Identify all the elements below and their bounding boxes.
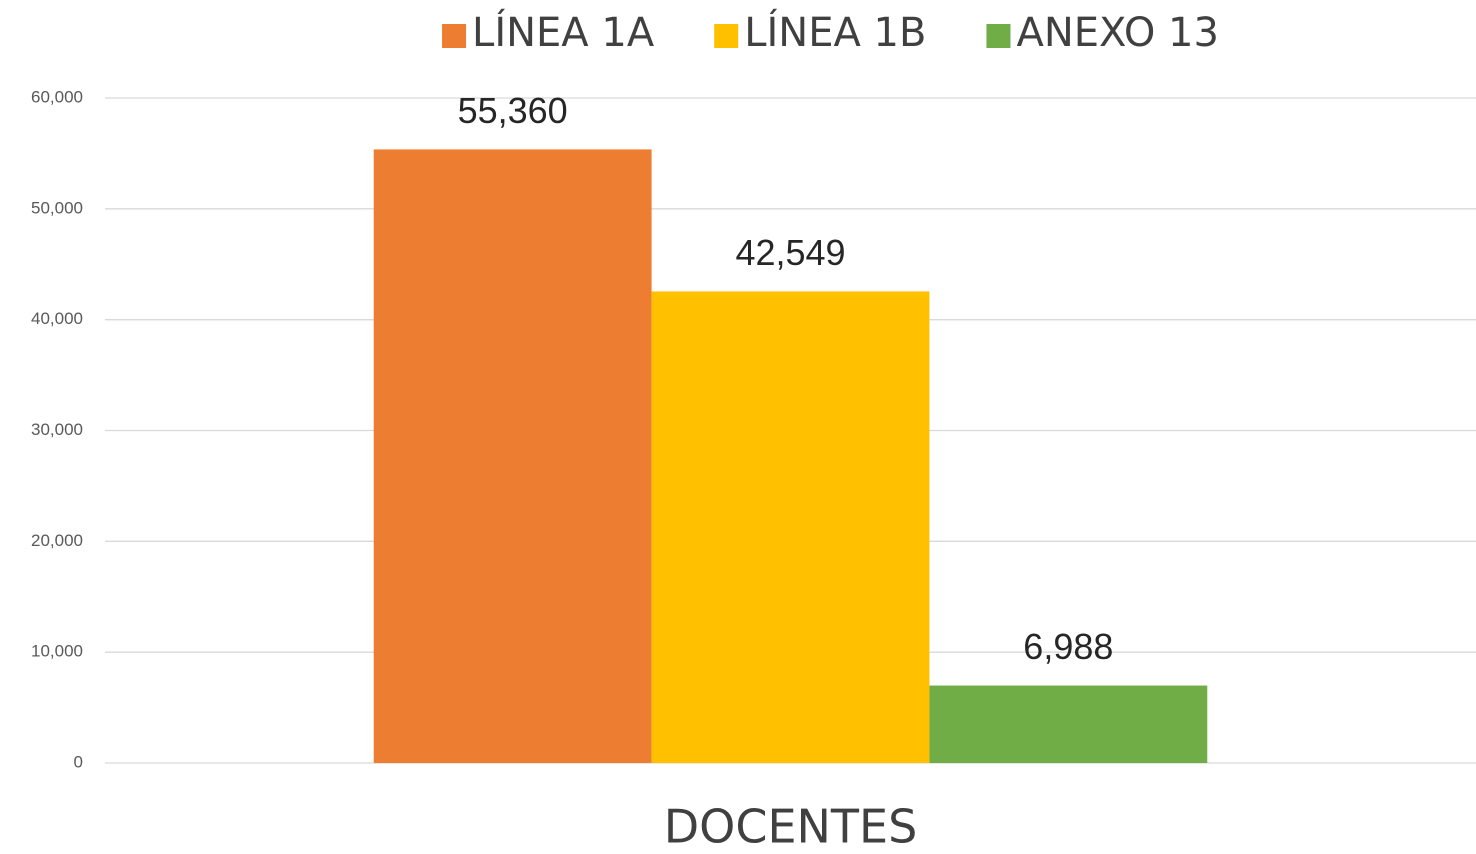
legend-label: LÍNEA 1B bbox=[744, 8, 926, 56]
bar bbox=[652, 291, 930, 763]
y-tick-label: 60,000 bbox=[31, 87, 83, 106]
y-tick-label: 30,000 bbox=[31, 420, 83, 439]
legend-label: LÍNEA 1A bbox=[472, 8, 655, 56]
y-tick-label: 40,000 bbox=[31, 309, 83, 328]
bar bbox=[374, 149, 652, 763]
legend-swatch bbox=[442, 24, 466, 48]
legend-label: ANEXO 13 bbox=[1016, 10, 1219, 56]
y-tick-label: 10,000 bbox=[31, 642, 83, 661]
y-tick-label: 20,000 bbox=[31, 531, 83, 550]
value-label: 6,988 bbox=[1023, 626, 1113, 667]
value-label: 42,549 bbox=[735, 232, 845, 273]
y-tick-label: 0 bbox=[74, 752, 83, 771]
category-label: DOCENTES bbox=[664, 800, 918, 854]
value-label: 55,360 bbox=[458, 90, 568, 131]
legend-swatch bbox=[986, 24, 1010, 48]
bar bbox=[929, 686, 1207, 763]
legend-swatch bbox=[714, 24, 738, 48]
y-tick-label: 50,000 bbox=[31, 198, 83, 217]
chart: 0 10,000 20,000 30,000 40,000 50,000 60,000 DO… bbox=[0, 0, 1476, 854]
legend: LÍNEA 1A LÍNEA 1B ANEXO 13 bbox=[442, 8, 1219, 56]
